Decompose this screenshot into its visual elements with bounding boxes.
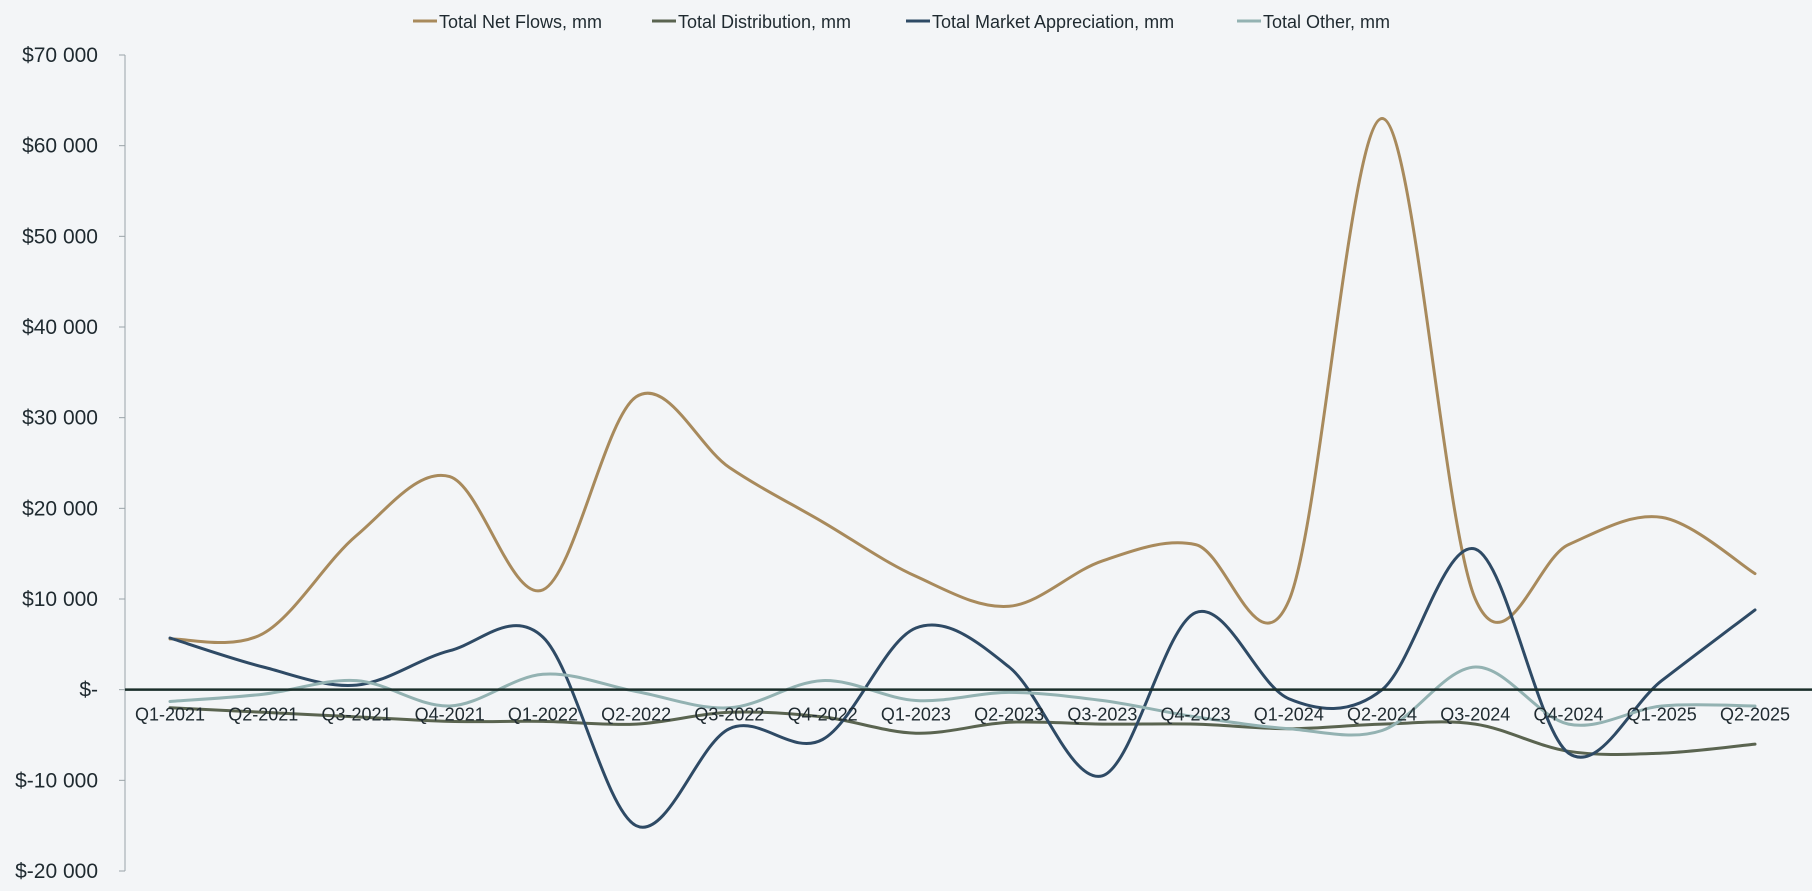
- y-tick-label: $70 000: [22, 44, 98, 67]
- x-tick-label: Q2-2021: [228, 705, 298, 725]
- x-tick-label: Q1-2024: [1254, 705, 1324, 725]
- series-layer: [168, 117, 1757, 829]
- x-tick-label: Q2-2025: [1720, 705, 1790, 725]
- series-line-0: [168, 117, 1757, 645]
- y-tick-label: $60 000: [22, 135, 98, 158]
- y-tick-label: $-20 000: [15, 860, 98, 883]
- x-tick-label: Q4-2022: [788, 705, 858, 725]
- legend-item-1: Total Distribution, mm: [652, 12, 851, 32]
- x-tick-label: Q1-2025: [1627, 705, 1697, 725]
- x-tick-label: Q2-2023: [974, 705, 1044, 725]
- legend-item-2: Total Market Appreciation, mm: [906, 12, 1174, 32]
- legend-label: Total Distribution, mm: [678, 12, 851, 32]
- series-line-1: [168, 706, 1757, 756]
- legend-label: Total Market Appreciation, mm: [932, 12, 1174, 32]
- series-line-2: [168, 547, 1757, 829]
- x-tick-label: Q2-2022: [601, 705, 671, 725]
- legend-label: Total Net Flows, mm: [439, 12, 602, 32]
- legend-label: Total Other, mm: [1263, 12, 1390, 32]
- y-axis: $70 000 $60 000 $50 000 $40 000 $30 000 $20 0…: [15, 44, 126, 883]
- y-tick-label: $30 000: [22, 407, 98, 430]
- x-tick-label: Q3-2023: [1067, 705, 1137, 725]
- y-tick-label: $-10 000: [15, 769, 98, 792]
- series-line-3: [168, 665, 1757, 737]
- legend-item-3: Total Other, mm: [1237, 12, 1390, 32]
- x-tick-label: Q3-2021: [321, 705, 391, 725]
- x-tick-label: Q4-2023: [1161, 705, 1231, 725]
- x-tick-label: Q1-2023: [881, 705, 951, 725]
- legend: Total Net Flows, mm Total Distribution, m…: [413, 12, 1390, 32]
- x-axis: Q1-2021 Q2-2021 Q3-2021 Q4-2021 Q1-2022 Q2-20…: [135, 705, 1790, 725]
- x-tick-label: Q2-2024: [1347, 705, 1417, 725]
- x-tick-label: Q3-2024: [1440, 705, 1510, 725]
- x-tick-label: Q3-2022: [694, 705, 764, 725]
- y-tick-label: $50 000: [22, 225, 98, 248]
- x-tick-label: Q4-2021: [415, 705, 485, 725]
- x-tick-label: Q1-2021: [135, 705, 205, 725]
- x-tick-label: Q4-2024: [1533, 705, 1603, 725]
- y-tick-label: $40 000: [22, 316, 98, 339]
- y-tick-label: $10 000: [22, 588, 98, 611]
- legend-item-0: Total Net Flows, mm: [413, 12, 602, 32]
- y-tick-label: $-: [79, 679, 98, 702]
- y-tick-label: $20 000: [22, 497, 98, 520]
- x-tick-label: Q1-2022: [508, 705, 578, 725]
